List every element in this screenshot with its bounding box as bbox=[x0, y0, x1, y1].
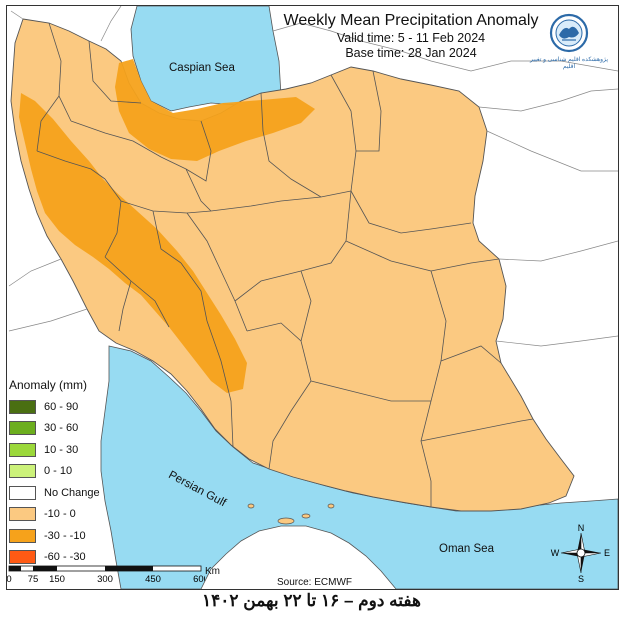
legend-item: -60 - -30 bbox=[9, 547, 119, 569]
scale-bar-segments bbox=[8, 565, 202, 572]
scale-tick-label: 75 bbox=[28, 574, 39, 585]
base-time: Base time: 28 Jan 2024 bbox=[345, 46, 477, 60]
compass-e: E bbox=[604, 548, 610, 558]
compass-n: N bbox=[578, 523, 585, 533]
legend-swatch bbox=[9, 421, 36, 436]
footer-caption: هفته دوم – ۱۶ تا ۲۲ بهمن ۱۴۰۲ bbox=[202, 591, 421, 610]
caspian-sea-label: Caspian Sea bbox=[169, 62, 235, 74]
map-title: Weekly Mean Precipitation Anomaly bbox=[283, 12, 539, 29]
scale-tick-label: 0 bbox=[6, 574, 11, 585]
legend-label: No Change bbox=[44, 486, 100, 499]
legend-label: 10 - 30 bbox=[44, 443, 79, 456]
source-label: Source: ECMWF bbox=[277, 577, 353, 588]
anomaly-band-north bbox=[115, 59, 315, 161]
legend-swatch bbox=[9, 464, 36, 479]
legend-item: -30 - -10 bbox=[9, 525, 119, 547]
compass-s: S bbox=[578, 574, 584, 583]
legend-swatch bbox=[9, 485, 36, 500]
province-borders bbox=[36, 22, 534, 507]
institute-logo: پژوهشکده اقلیم شناسی و تغییر اقلیم bbox=[528, 9, 610, 71]
scale-tick-label: 150 bbox=[49, 574, 65, 585]
legend-label: -10 - 0 bbox=[44, 508, 76, 521]
compass-w: W bbox=[551, 548, 560, 558]
valid-time: Valid time: 5 - 11 Feb 2024 bbox=[336, 31, 486, 45]
legend-item: 30 - 60 bbox=[9, 418, 119, 440]
title-block: Weekly Mean Precipitation Anomaly Valid … bbox=[271, 11, 551, 61]
legend-title: Anomaly (mm) bbox=[9, 378, 88, 392]
institute-logo-icon bbox=[549, 13, 589, 53]
legend-label: -60 - -30 bbox=[44, 551, 86, 564]
compass-rose: N S E W bbox=[551, 523, 610, 583]
legend-swatch bbox=[9, 507, 36, 522]
legend-item: No Change bbox=[9, 482, 119, 504]
scale-tick-label: 300 bbox=[97, 574, 113, 585]
country-borders bbox=[8, 6, 618, 347]
logo-text: پژوهشکده اقلیم شناسی و تغییر اقلیم bbox=[529, 57, 609, 70]
legend-item: 10 - 30 bbox=[9, 439, 119, 461]
scale-tick-labels: 0 75 150 300 450 600 bbox=[6, 574, 205, 585]
scale-unit: Km bbox=[205, 566, 220, 577]
precipitation-map bbox=[8, 6, 618, 589]
legend-label: 30 - 60 bbox=[44, 422, 79, 435]
legend: Anomaly (mm) 60 - 90 30 - 60 10 - 30 0 - 10… bbox=[9, 378, 119, 568]
scale-tick-label: 600 bbox=[193, 574, 205, 585]
islands bbox=[247, 503, 335, 525]
legend-label: 0 - 10 bbox=[44, 465, 73, 478]
oman-sea-label: Oman Sea bbox=[439, 543, 494, 555]
compass-icon bbox=[560, 532, 602, 574]
scale-bar: 0 75 150 300 450 600 bbox=[6, 565, 205, 585]
legend-item: 60 - 90 bbox=[9, 396, 119, 418]
legend-item: -10 - 0 bbox=[9, 504, 119, 526]
legend-label: 60 - 90 bbox=[44, 400, 79, 413]
anomaly-band-west bbox=[19, 93, 247, 393]
legend-label: -30 - -10 bbox=[44, 529, 86, 542]
legend-swatch bbox=[9, 399, 36, 414]
legend-swatch bbox=[9, 550, 36, 565]
legend-items: 60 - 90 30 - 60 10 - 30 0 - 10 No Change -10 … bbox=[9, 396, 119, 568]
map-frame: Caspian Sea Persian Gulf Oman Sea Weekly… bbox=[6, 5, 619, 590]
legend-swatch bbox=[9, 442, 36, 457]
legend-item: 0 - 10 bbox=[9, 461, 119, 483]
scale-tick-label: 450 bbox=[145, 574, 161, 585]
legend-swatch bbox=[9, 528, 36, 543]
